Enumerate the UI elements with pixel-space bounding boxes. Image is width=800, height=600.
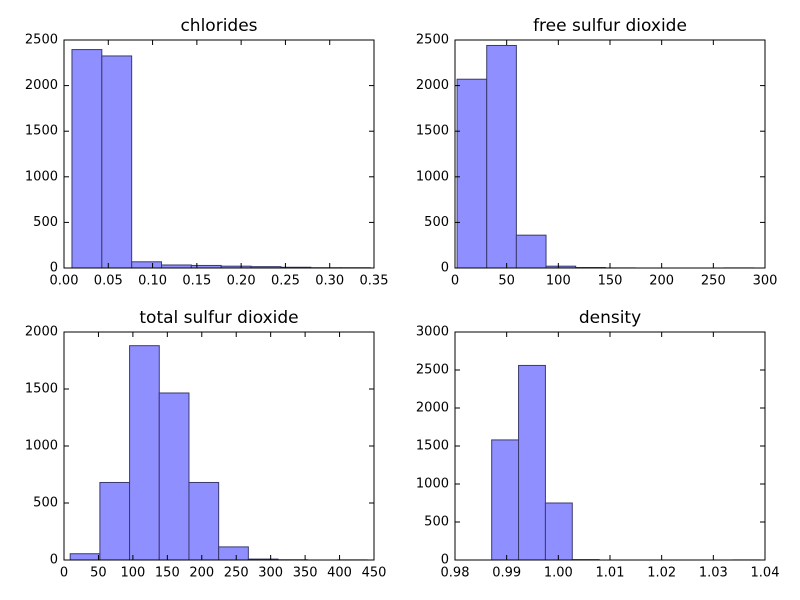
y-tick-label: 0 bbox=[441, 261, 449, 276]
y-tick-label: 2500 bbox=[25, 33, 58, 48]
y-tick-label: 500 bbox=[33, 496, 58, 511]
x-tick-label: 250 bbox=[701, 274, 726, 289]
x-tick-label: 1.01 bbox=[596, 566, 625, 581]
chart-title: free sulfur dioxide bbox=[533, 16, 687, 36]
y-tick-label: 2000 bbox=[416, 78, 449, 93]
x-tick-label: 0 bbox=[60, 566, 68, 581]
x-tick-label: 1.04 bbox=[751, 566, 780, 581]
axes-frame bbox=[63, 39, 375, 269]
y-tick-label: 2000 bbox=[416, 401, 449, 416]
x-tick-label: 150 bbox=[598, 274, 623, 289]
y-tick-label: 1000 bbox=[25, 169, 58, 184]
y-tick-label: 1500 bbox=[416, 439, 449, 454]
y-tick-label: 1000 bbox=[25, 439, 58, 454]
x-tick-label: 0.20 bbox=[227, 274, 256, 289]
bar bbox=[69, 553, 101, 561]
x-tick-label: 0.98 bbox=[441, 566, 470, 581]
y-tick-label: 1500 bbox=[25, 382, 58, 397]
x-tick-label: 300 bbox=[753, 274, 778, 289]
x-tick-label: 50 bbox=[498, 274, 515, 289]
bar bbox=[456, 78, 488, 269]
x-tick-label: 0.10 bbox=[138, 274, 167, 289]
y-tick-label: 2000 bbox=[25, 78, 58, 93]
y-tick-label: 1000 bbox=[416, 477, 449, 492]
bar bbox=[518, 364, 546, 561]
bar bbox=[491, 439, 520, 561]
x-tick-label: 300 bbox=[258, 566, 283, 581]
x-tick-label: 100 bbox=[120, 566, 145, 581]
x-tick-label: 1.00 bbox=[544, 566, 573, 581]
x-tick-label: 450 bbox=[362, 566, 387, 581]
y-tick-label: 0 bbox=[50, 553, 58, 568]
x-tick-label: 0.99 bbox=[492, 566, 521, 581]
x-tick-label: 1.03 bbox=[699, 566, 728, 581]
y-tick-label: 500 bbox=[424, 215, 449, 230]
y-tick-label: 2500 bbox=[416, 363, 449, 378]
chart-title: total sulfur dioxide bbox=[139, 308, 298, 328]
x-tick-label: 400 bbox=[327, 566, 352, 581]
x-tick-label: 0.30 bbox=[315, 274, 344, 289]
chart-title: chlorides bbox=[180, 16, 257, 36]
bar bbox=[188, 481, 220, 561]
x-tick-label: 0.05 bbox=[94, 274, 123, 289]
bar bbox=[158, 392, 190, 561]
x-tick-label: 100 bbox=[546, 274, 571, 289]
chart-title: density bbox=[579, 308, 641, 328]
y-tick-label: 2500 bbox=[416, 33, 449, 48]
x-tick-label: 0.15 bbox=[182, 274, 211, 289]
bar bbox=[99, 481, 131, 561]
x-tick-label: 350 bbox=[293, 566, 318, 581]
y-tick-label: 0 bbox=[50, 261, 58, 276]
x-tick-label: 250 bbox=[224, 566, 249, 581]
x-tick-label: 200 bbox=[189, 566, 214, 581]
y-tick-label: 1000 bbox=[416, 169, 449, 184]
x-tick-label: 0.00 bbox=[50, 274, 79, 289]
bar bbox=[129, 345, 160, 561]
x-tick-label: 0 bbox=[451, 274, 459, 289]
bar bbox=[544, 502, 573, 561]
y-tick-label: 3000 bbox=[416, 325, 449, 340]
x-tick-label: 0.35 bbox=[360, 274, 389, 289]
bar bbox=[71, 49, 103, 269]
x-tick-label: 0.25 bbox=[271, 274, 300, 289]
bar bbox=[486, 44, 517, 269]
y-tick-label: 1500 bbox=[416, 124, 449, 139]
y-tick-label: 0 bbox=[441, 553, 449, 568]
x-tick-label: 1.02 bbox=[647, 566, 676, 581]
x-tick-label: 150 bbox=[155, 566, 180, 581]
bar bbox=[515, 234, 547, 269]
y-tick-label: 500 bbox=[424, 515, 449, 530]
y-tick-label: 2000 bbox=[25, 325, 58, 340]
bar bbox=[131, 261, 163, 269]
y-tick-label: 1500 bbox=[25, 124, 58, 139]
x-tick-label: 50 bbox=[90, 566, 107, 581]
x-tick-label: 200 bbox=[649, 274, 674, 289]
y-tick-label: 500 bbox=[33, 215, 58, 230]
bar bbox=[218, 546, 249, 561]
bar bbox=[101, 55, 133, 269]
